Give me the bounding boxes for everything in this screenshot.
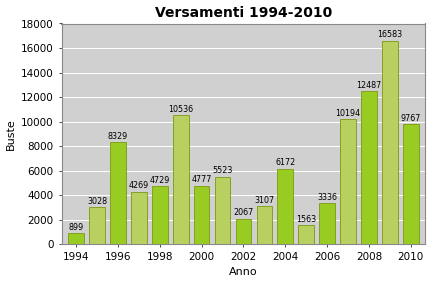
Bar bbox=[110, 142, 126, 244]
Text: 6172: 6172 bbox=[274, 158, 295, 167]
Bar bbox=[89, 207, 104, 244]
X-axis label: Anno: Anno bbox=[229, 267, 257, 277]
Title: Versamenti 1994-2010: Versamenti 1994-2010 bbox=[154, 6, 332, 20]
Bar bbox=[360, 91, 376, 244]
Bar bbox=[131, 192, 146, 244]
Text: 3028: 3028 bbox=[87, 197, 107, 206]
Text: 3336: 3336 bbox=[316, 193, 336, 202]
Text: 5523: 5523 bbox=[212, 166, 232, 175]
Text: 4729: 4729 bbox=[149, 176, 169, 185]
Bar bbox=[235, 219, 251, 244]
Text: 10536: 10536 bbox=[168, 104, 193, 113]
Text: 2067: 2067 bbox=[233, 208, 253, 217]
Text: 9767: 9767 bbox=[400, 114, 420, 123]
Text: 899: 899 bbox=[68, 223, 83, 232]
Bar bbox=[256, 206, 272, 244]
Y-axis label: Buste: Buste bbox=[6, 118, 15, 150]
Bar bbox=[61, 244, 424, 250]
Text: 16583: 16583 bbox=[376, 30, 402, 39]
Bar bbox=[152, 186, 167, 244]
Bar bbox=[402, 125, 418, 244]
Bar bbox=[381, 41, 397, 244]
Text: 4269: 4269 bbox=[129, 181, 149, 190]
Bar bbox=[298, 225, 313, 244]
Bar bbox=[68, 233, 84, 244]
Text: 12487: 12487 bbox=[356, 81, 381, 90]
Bar bbox=[214, 177, 230, 244]
Text: 1563: 1563 bbox=[295, 215, 316, 224]
Bar bbox=[339, 119, 355, 244]
Text: 4777: 4777 bbox=[191, 175, 211, 184]
Bar bbox=[172, 115, 188, 244]
Text: 10194: 10194 bbox=[335, 109, 360, 118]
Text: 3107: 3107 bbox=[254, 196, 274, 205]
Bar bbox=[319, 203, 334, 244]
Text: 8329: 8329 bbox=[108, 132, 128, 141]
Bar bbox=[277, 169, 292, 244]
Bar bbox=[194, 186, 209, 244]
